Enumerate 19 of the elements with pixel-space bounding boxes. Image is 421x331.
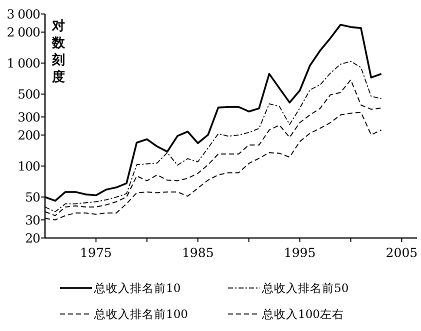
y-axis-title: 对数刻度	[51, 19, 66, 85]
x-tick-label: 1995	[284, 245, 316, 260]
x-tick-label: 1975	[80, 245, 112, 260]
legend-label: 总收入排名前10	[93, 281, 181, 295]
y-tick-label: 500	[18, 86, 41, 102]
y-tick-label: 1 000	[6, 56, 41, 71]
x-tick-label: 1985	[182, 245, 214, 260]
x-tick-label: 2005	[386, 245, 418, 260]
y-tick-label: 50	[25, 190, 41, 205]
legend-label: 总收入排名前50	[261, 281, 349, 295]
y-tick-label: 100	[18, 158, 41, 174]
legend-label: 总收入100左右	[261, 307, 344, 321]
y-tick-label: 200	[18, 128, 41, 143]
y-tick-label: 30	[25, 212, 41, 228]
legend-label: 总收入排名前100	[93, 307, 188, 321]
y-tick-label: 3 000	[6, 6, 41, 22]
y-tick-label: 300	[18, 109, 41, 124]
y-tick-label: 2 000	[6, 24, 41, 40]
y-tick-label: 20	[25, 230, 41, 246]
